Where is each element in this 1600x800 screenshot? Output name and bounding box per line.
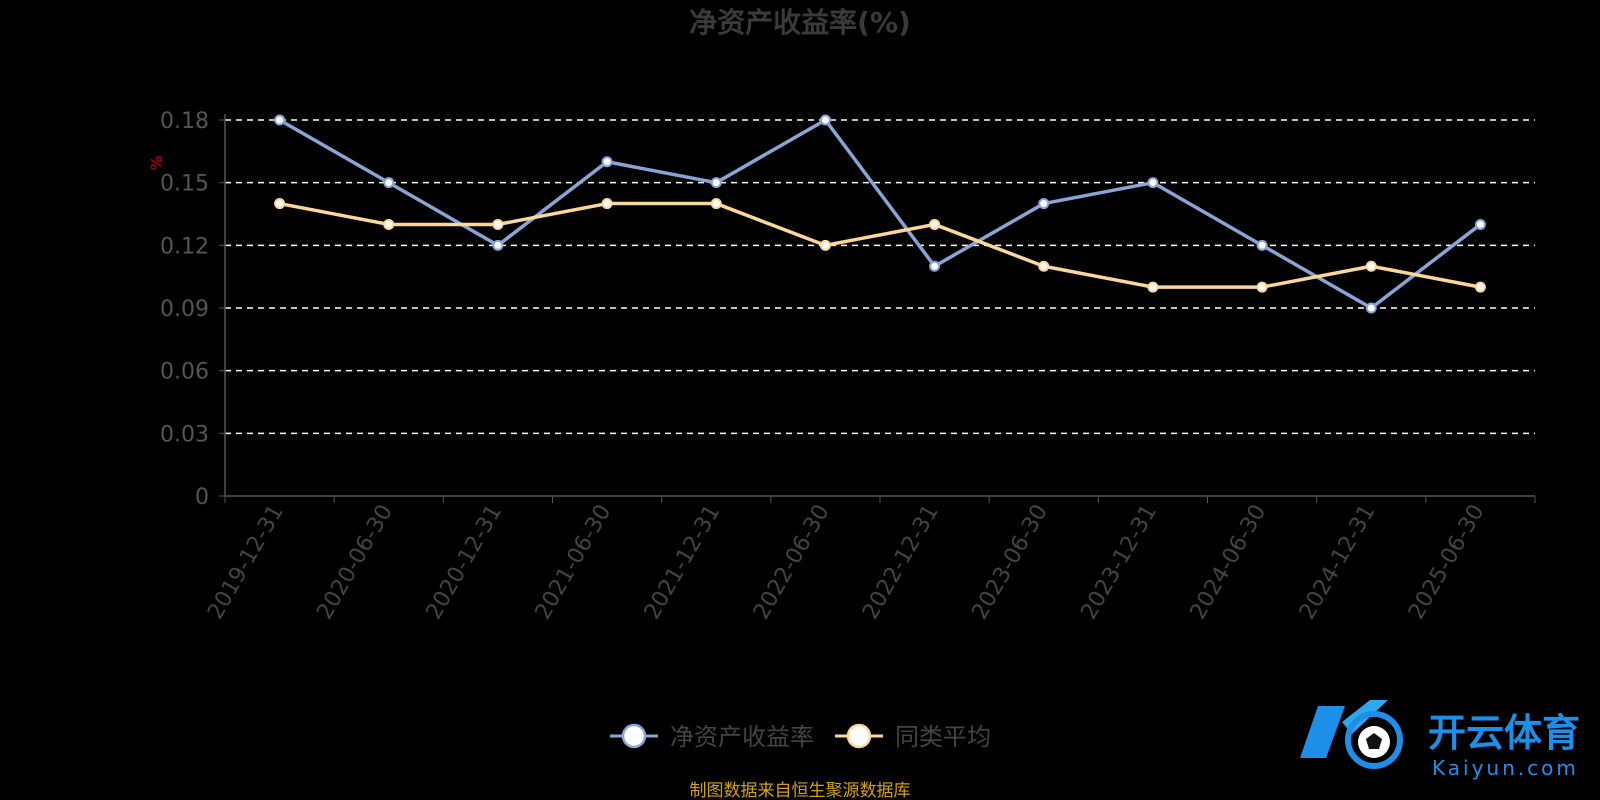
x-tick-label: 2025-06-30 — [1404, 501, 1490, 624]
x-axis-ticks: 2019-12-31 2020-06-30 2020-12-31 2021-06-30… — [203, 496, 1536, 624]
data-point — [710, 198, 722, 210]
x-tick-label: 2022-06-30 — [749, 501, 835, 624]
data-point — [929, 260, 941, 272]
x-tick-label: 2021-12-31 — [640, 501, 726, 624]
x-tick-label: 2024-06-30 — [1186, 501, 1272, 624]
legend-label-1: 净资产收益率 — [670, 723, 814, 751]
data-point — [1365, 302, 1377, 314]
data-point — [383, 218, 395, 230]
data-point — [274, 198, 286, 210]
legend-label-2: 同类平均 — [895, 723, 991, 751]
brand-domain: Kaiyun.com — [1432, 756, 1579, 780]
data-point — [492, 218, 504, 230]
brand-name: 开云体育 — [1428, 711, 1580, 755]
x-tick-label: 2019-12-31 — [203, 501, 289, 624]
y-tick-label: 0.12 — [160, 234, 209, 259]
data-point — [1147, 177, 1159, 189]
legend-marker-2 — [846, 723, 872, 749]
legend: 净资产收益率 同类平均 — [610, 723, 991, 751]
data-point — [601, 156, 613, 168]
legend-marker-1 — [621, 723, 647, 749]
y-tick-label: 0.03 — [160, 422, 209, 447]
data-point — [1256, 281, 1268, 293]
x-tick-label: 2020-06-30 — [312, 501, 398, 624]
x-tick-label: 2021-06-30 — [531, 501, 617, 624]
x-tick-label: 2023-06-30 — [967, 501, 1053, 624]
source-note: 制图数据来自恒生聚源数据库 — [690, 781, 911, 800]
brand-logo-icon — [1300, 700, 1403, 769]
data-point — [1365, 260, 1377, 272]
x-tick-label: 2022-12-31 — [858, 500, 944, 623]
y-tick-label: 0.09 — [160, 297, 209, 322]
grid-lines — [225, 119, 1535, 435]
data-point — [383, 177, 395, 189]
data-point — [1147, 281, 1159, 293]
y-tick-label: 0.15 — [160, 172, 209, 197]
y-tick-label: 0 — [195, 485, 209, 510]
y-axis-ticks: 0 0.03 0.06 0.09 0.12 0.15 0.18 — [160, 109, 225, 510]
data-point — [601, 198, 613, 210]
series-line-2 — [279, 201, 1481, 289]
series-lines — [274, 114, 1486, 314]
y-axis-unit-label: % — [147, 155, 166, 170]
x-tick-label: 2023-12-31 — [1077, 501, 1163, 624]
brand-watermark: 开云体育 Kaiyun.com — [1300, 700, 1580, 780]
data-point — [819, 239, 831, 251]
axes — [224, 114, 1535, 497]
data-point — [492, 239, 504, 251]
y-tick-label: 0.18 — [160, 109, 209, 134]
data-point — [1474, 281, 1486, 293]
data-point — [1038, 260, 1050, 272]
x-tick-label: 2020-12-31 — [422, 500, 508, 623]
data-point — [1474, 218, 1486, 230]
data-point — [929, 218, 941, 230]
data-point — [1038, 198, 1050, 210]
data-point — [710, 177, 722, 189]
series-line-1 — [278, 118, 1482, 310]
chart-title: 净资产收益率(%) — [689, 6, 911, 39]
data-point — [819, 114, 831, 126]
data-point — [1256, 239, 1268, 251]
y-tick-label: 0.06 — [160, 360, 209, 385]
data-point — [274, 114, 286, 126]
x-tick-label: 2024-12-31 — [1295, 501, 1381, 624]
